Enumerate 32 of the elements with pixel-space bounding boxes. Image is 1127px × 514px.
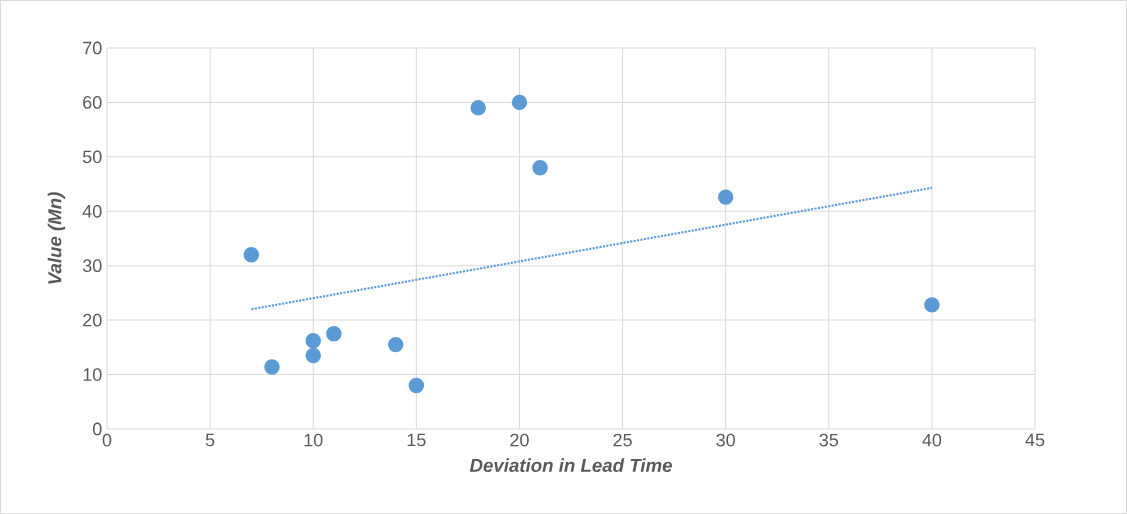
x-axis-title: Deviation in Lead Time xyxy=(469,458,672,472)
y-tick-label: 60 xyxy=(83,96,102,109)
point xyxy=(408,377,425,394)
y-tick-label: 50 xyxy=(82,150,102,164)
point xyxy=(243,247,260,263)
y-tick-label: 30 xyxy=(82,259,102,273)
x-tick-label: 25 xyxy=(613,433,632,447)
x-tick-label: 20 xyxy=(510,433,529,447)
x-tick-label: 15 xyxy=(407,433,426,447)
point xyxy=(305,333,321,349)
x-tick-label: 5 xyxy=(205,433,215,447)
y-tick-label: 40 xyxy=(82,204,102,218)
x-tick-label: 30 xyxy=(716,433,735,447)
point xyxy=(924,297,940,313)
point xyxy=(717,189,734,205)
x-tick-label: 10 xyxy=(304,433,323,447)
y-axis-title: Value (Mn) xyxy=(47,192,66,284)
point xyxy=(387,336,404,353)
point xyxy=(532,160,548,176)
y-tick-label: 70 xyxy=(83,41,102,55)
point xyxy=(326,326,342,342)
x-tick-label: 40 xyxy=(922,433,942,447)
point xyxy=(511,94,528,111)
y-tick-label: 20 xyxy=(83,313,102,327)
x-tick-label: 0 xyxy=(102,433,112,447)
y-tick-label: 0 xyxy=(92,422,102,436)
point xyxy=(264,359,280,375)
x-tick-label: 45 xyxy=(1025,433,1045,447)
point xyxy=(470,100,486,116)
x-tick-label: 35 xyxy=(819,433,839,447)
point xyxy=(305,347,321,364)
y-tick-label: 10 xyxy=(83,368,102,381)
